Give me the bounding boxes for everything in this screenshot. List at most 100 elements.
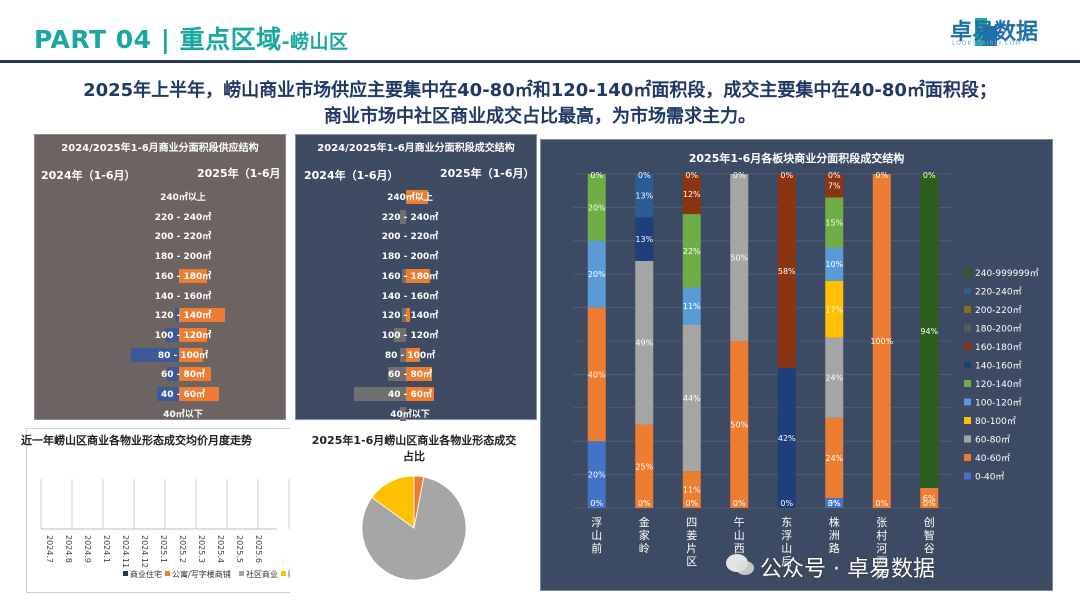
- segment-label: 50%: [730, 254, 748, 263]
- segment-label: 0%: [828, 499, 841, 508]
- category-label: 家: [639, 528, 650, 542]
- segment-label: 0%: [875, 171, 888, 180]
- legend-label: 200-220㎡: [975, 305, 1022, 316]
- headline-line-1: 2025年上半年，崂山商业市场供应主要集中在40-80㎡和120-140㎡面积段…: [83, 80, 997, 101]
- supply-left-caption: 2024年（1-6月）: [41, 169, 136, 182]
- stack-segment: [682, 324, 701, 472]
- butterfly-row: 180 - 200㎡: [296, 246, 536, 262]
- row-label: 80 - 100㎡: [157, 350, 209, 361]
- brand-name: 卓易数据: [950, 20, 1039, 45]
- segment-label: 50%: [730, 421, 748, 430]
- month-tick: 2024.11: [121, 535, 130, 568]
- legend-label: 60-80㎡: [975, 435, 1010, 446]
- category-label: 片: [686, 542, 697, 555]
- left-bar: [400, 406, 406, 421]
- month-tick: 2024.1: [102, 535, 111, 563]
- right-bar: [179, 308, 225, 323]
- stack-segment: [920, 487, 939, 508]
- category-label: 创: [924, 516, 935, 529]
- row-label: 220 - 240㎡: [381, 212, 439, 223]
- legend-label: 商业住宅: [130, 569, 162, 579]
- legend-swatch: [964, 343, 971, 350]
- butterfly-row: 180 - 200㎡: [35, 246, 285, 262]
- segment-label: 100%: [870, 337, 893, 346]
- segment-label: 0%: [638, 499, 651, 508]
- segment-label: 40%: [588, 370, 606, 379]
- deal-structure-panel: 2024/2025年1-6月商业分面积段成交结构 2024年（1-6月） 202…: [295, 134, 537, 421]
- row-label: 40㎡以下: [390, 409, 430, 420]
- row-label: 40㎡以下: [163, 409, 203, 420]
- segment-label: 0%: [780, 499, 793, 508]
- row-label: 40 - 60㎡: [160, 390, 206, 400]
- category-label: 智: [924, 528, 935, 542]
- row-label: 40 - 60㎡: [387, 390, 433, 400]
- title-separator: |: [160, 25, 171, 54]
- part-label: PART 04: [34, 25, 152, 54]
- segment-label: 20%: [588, 203, 606, 212]
- category-label: 四: [686, 516, 697, 529]
- legend-swatch: [964, 324, 971, 332]
- left-bar: [354, 387, 406, 401]
- segment-label: 20%: [588, 471, 606, 480]
- category-label: 浮: [591, 516, 602, 529]
- month-tick: 2025.4: [216, 535, 225, 563]
- wechat-icon: [726, 554, 754, 575]
- segment-label: 42%: [778, 434, 796, 443]
- stack-segment: [825, 247, 844, 281]
- segment-label: 17%: [825, 305, 843, 314]
- category-label: 河: [876, 542, 887, 555]
- left-bar: [388, 367, 406, 382]
- legend-label: 120-140㎡: [975, 379, 1022, 390]
- category-label: 东: [781, 516, 792, 529]
- legend-label: 140-160㎡: [975, 361, 1022, 372]
- category-label: 岸: [876, 568, 887, 581]
- stack-segment: [825, 280, 844, 338]
- month-tick: 2024.7: [45, 535, 54, 563]
- share-title-line-1: 2025年1-6月崂山区商业各物业形态成交: [311, 434, 517, 447]
- deal-left-caption: 2024年（1-6月）: [304, 169, 399, 182]
- category-label: 村: [876, 528, 887, 542]
- property-share-panel: 2025年1-6月崂山区商业各物业形态成交 占比: [290, 428, 538, 593]
- right-bar: [406, 367, 432, 382]
- segment-label: 11%: [683, 486, 701, 495]
- category-label: 金: [639, 515, 650, 529]
- category-label: 西: [734, 542, 745, 555]
- segment-label: 13%: [635, 192, 653, 201]
- legend-swatch: [964, 269, 971, 276]
- butterfly-row: 240㎡以上: [296, 187, 536, 204]
- left-bar: [157, 387, 179, 401]
- trend-panel-title: 近一年崂山区商业各物业形态成交均价月度走势: [21, 434, 252, 447]
- stack-segment: [825, 197, 844, 248]
- category-label: 山: [781, 542, 792, 555]
- stack-segment: [587, 174, 606, 241]
- stack-segment: [825, 417, 844, 498]
- butterfly-row: 220 - 240㎡: [296, 207, 536, 224]
- butterfly-row: 80 - 100㎡: [35, 345, 285, 362]
- butterfly-row: 120 - 140㎡: [35, 305, 285, 323]
- stack-segment: [635, 217, 654, 261]
- segment-label: 0%: [733, 171, 746, 180]
- category-label: 后: [781, 555, 792, 568]
- legend-swatch: [964, 361, 971, 369]
- stack-segment: [682, 174, 701, 215]
- row-label: 120 - 140㎡: [381, 311, 439, 322]
- stack-segment: [587, 240, 606, 308]
- row-label: 200 - 220㎡: [154, 232, 212, 243]
- share-title-line-2: 占比: [403, 450, 425, 463]
- stack-segment: [635, 174, 654, 218]
- right-bar: [406, 268, 430, 283]
- legend-swatch: [123, 571, 128, 576]
- segment-label: 0%: [590, 499, 603, 508]
- month-tick: 2025.2: [178, 535, 187, 563]
- pie-slice: [371, 475, 415, 529]
- segment-label: 0%: [923, 171, 936, 180]
- segment-label: 22%: [683, 247, 701, 256]
- row-label: 120 - 140㎡: [154, 311, 212, 322]
- segment-label: 7%: [828, 182, 841, 191]
- row-label: 140 - 160㎡: [154, 291, 212, 302]
- butterfly-row: 40 - 60㎡: [296, 384, 536, 401]
- right-bar: [406, 308, 410, 323]
- legend-swatch: [964, 306, 971, 313]
- legend-swatch: [964, 380, 971, 387]
- stack-segment: [730, 341, 749, 508]
